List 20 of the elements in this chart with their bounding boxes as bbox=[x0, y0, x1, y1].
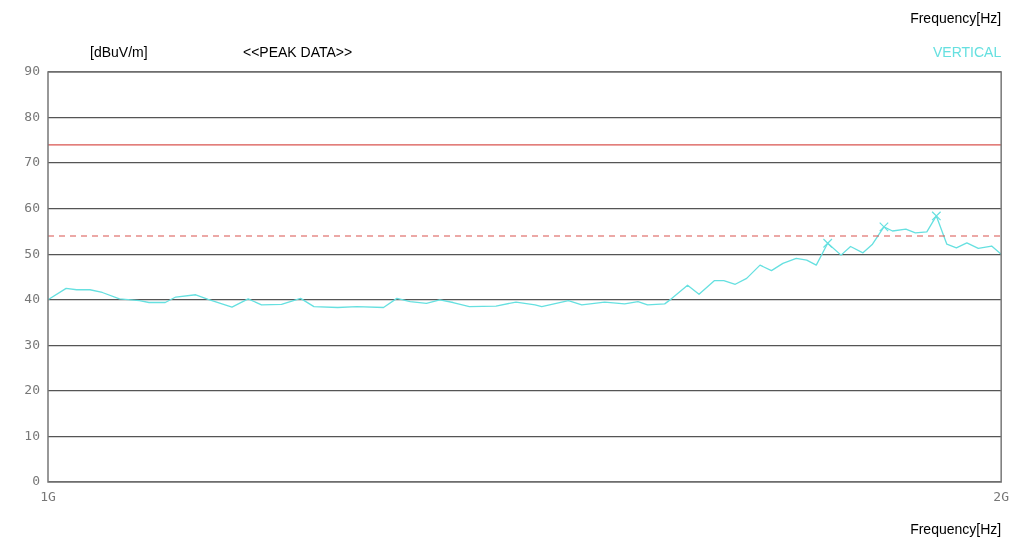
y-axis-title: [dBuV/m] bbox=[90, 43, 148, 60]
x-axis-title: Frequency[Hz] bbox=[910, 520, 1002, 537]
x-tick-label: 2G bbox=[993, 489, 1010, 505]
point bbox=[822, 238, 833, 249]
point bbox=[931, 211, 942, 221]
y-tick-label: 40 bbox=[24, 291, 40, 307]
y-tick-label: 10 bbox=[24, 427, 40, 443]
y-tick-label: 60 bbox=[24, 200, 40, 216]
point bbox=[879, 222, 889, 232]
x-tick-label: 1G bbox=[40, 489, 56, 505]
y-tick-label: 0 bbox=[32, 473, 40, 489]
text: Frequency[Hz] bbox=[910, 9, 1002, 26]
y-tick-label: 20 bbox=[24, 382, 40, 398]
text: VERTICAL bbox=[932, 43, 1002, 60]
y-tick-label: 70 bbox=[24, 154, 40, 170]
y-tick-label: 30 bbox=[24, 336, 40, 352]
y-tick-label: 90 bbox=[24, 63, 40, 79]
y-tick-label: 50 bbox=[24, 245, 40, 261]
y-tick-label: 80 bbox=[24, 108, 40, 124]
chart-title: <<PEAK DATA>> bbox=[243, 43, 353, 60]
